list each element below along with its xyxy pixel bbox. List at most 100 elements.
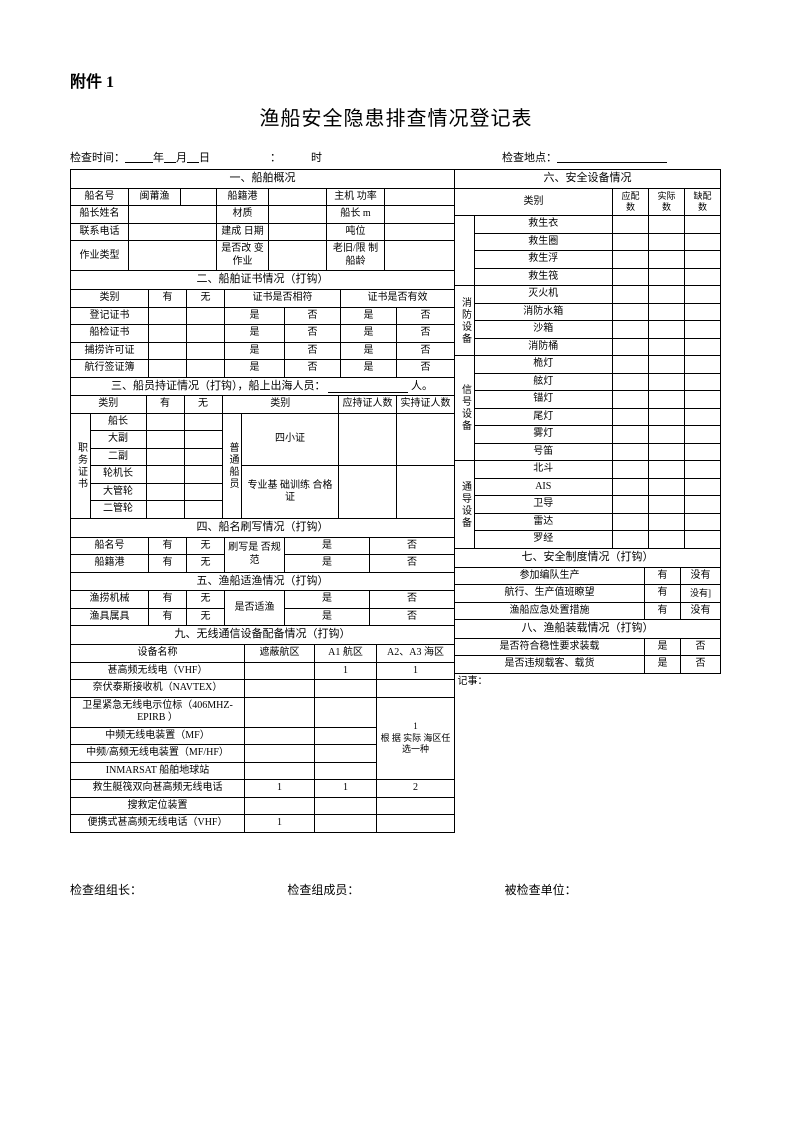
cell[interactable] xyxy=(269,206,327,224)
cell[interactable] xyxy=(685,303,721,321)
cell[interactable] xyxy=(129,206,217,224)
cell[interactable] xyxy=(146,431,184,449)
cell[interactable] xyxy=(685,426,721,444)
cell[interactable] xyxy=(613,268,649,286)
cell[interactable] xyxy=(315,697,377,727)
cell[interactable] xyxy=(385,241,455,271)
cell[interactable] xyxy=(129,241,217,271)
cell[interactable] xyxy=(187,325,225,343)
cell[interactable] xyxy=(377,815,455,833)
cell[interactable] xyxy=(339,466,397,519)
cell[interactable] xyxy=(315,762,377,780)
year-blank[interactable] xyxy=(125,149,153,163)
cell[interactable] xyxy=(184,413,222,431)
cell[interactable] xyxy=(649,513,685,531)
cell[interactable] xyxy=(649,286,685,304)
cell[interactable] xyxy=(149,360,187,378)
cell[interactable] xyxy=(245,727,315,745)
cell[interactable] xyxy=(377,797,455,815)
cell[interactable] xyxy=(397,413,455,466)
cell[interactable] xyxy=(685,513,721,531)
cell[interactable] xyxy=(685,373,721,391)
cell[interactable] xyxy=(685,461,721,479)
cell[interactable] xyxy=(184,483,222,501)
cell[interactable] xyxy=(649,268,685,286)
cell[interactable] xyxy=(245,662,315,680)
cell[interactable] xyxy=(245,745,315,763)
cell[interactable] xyxy=(685,251,721,269)
cell[interactable] xyxy=(613,461,649,479)
cell[interactable] xyxy=(649,251,685,269)
cell[interactable] xyxy=(245,797,315,815)
cell[interactable] xyxy=(187,307,225,325)
cell[interactable] xyxy=(649,303,685,321)
cell[interactable] xyxy=(613,478,649,496)
cell[interactable] xyxy=(184,431,222,449)
cell[interactable] xyxy=(315,680,377,698)
cell[interactable] xyxy=(613,531,649,549)
s8-note[interactable]: 记事： xyxy=(455,673,721,853)
month-blank[interactable] xyxy=(164,149,176,163)
cell[interactable] xyxy=(613,408,649,426)
cell[interactable] xyxy=(149,307,187,325)
place-blank[interactable] xyxy=(557,149,667,163)
cell[interactable] xyxy=(269,188,327,206)
cell[interactable] xyxy=(613,251,649,269)
cell[interactable] xyxy=(685,531,721,549)
cell[interactable] xyxy=(181,188,217,206)
cell[interactable] xyxy=(649,443,685,461)
cell[interactable] xyxy=(187,342,225,360)
cell[interactable] xyxy=(315,815,377,833)
cell[interactable] xyxy=(685,233,721,251)
cell[interactable] xyxy=(245,762,315,780)
cell[interactable] xyxy=(613,426,649,444)
cell[interactable] xyxy=(184,466,222,484)
cell[interactable] xyxy=(613,286,649,304)
cell[interactable] xyxy=(613,373,649,391)
cell[interactable] xyxy=(649,408,685,426)
cell[interactable] xyxy=(613,321,649,339)
cell[interactable] xyxy=(385,206,455,224)
cell[interactable] xyxy=(685,478,721,496)
cell[interactable] xyxy=(385,188,455,206)
cell[interactable] xyxy=(649,321,685,339)
cell[interactable] xyxy=(187,360,225,378)
cell[interactable] xyxy=(269,223,327,241)
cell[interactable] xyxy=(613,233,649,251)
cell[interactable] xyxy=(315,745,377,763)
cell[interactable] xyxy=(649,496,685,514)
cell[interactable] xyxy=(315,727,377,745)
cell[interactable] xyxy=(685,496,721,514)
cell[interactable] xyxy=(685,356,721,374)
cell[interactable] xyxy=(146,413,184,431)
cell[interactable] xyxy=(613,391,649,409)
cell[interactable] xyxy=(613,496,649,514)
cell[interactable] xyxy=(613,303,649,321)
cell[interactable] xyxy=(146,501,184,519)
cell[interactable] xyxy=(649,233,685,251)
cell[interactable] xyxy=(146,466,184,484)
cell[interactable] xyxy=(245,697,315,727)
cell[interactable] xyxy=(146,483,184,501)
cell[interactable] xyxy=(613,216,649,234)
cell[interactable] xyxy=(397,466,455,519)
cell[interactable] xyxy=(649,531,685,549)
cell[interactable] xyxy=(613,356,649,374)
cell[interactable] xyxy=(245,680,315,698)
cell[interactable] xyxy=(649,478,685,496)
cell[interactable] xyxy=(184,501,222,519)
cell[interactable] xyxy=(685,268,721,286)
cell[interactable] xyxy=(685,338,721,356)
crew-blank[interactable] xyxy=(328,392,408,393)
cell[interactable] xyxy=(685,408,721,426)
cell[interactable] xyxy=(613,443,649,461)
cell[interactable] xyxy=(377,680,455,698)
cell[interactable] xyxy=(649,338,685,356)
cell[interactable] xyxy=(385,223,455,241)
cell[interactable] xyxy=(649,216,685,234)
cell[interactable] xyxy=(649,461,685,479)
cell[interactable] xyxy=(315,797,377,815)
cell[interactable] xyxy=(649,426,685,444)
cell[interactable] xyxy=(339,413,397,466)
cell[interactable] xyxy=(613,513,649,531)
